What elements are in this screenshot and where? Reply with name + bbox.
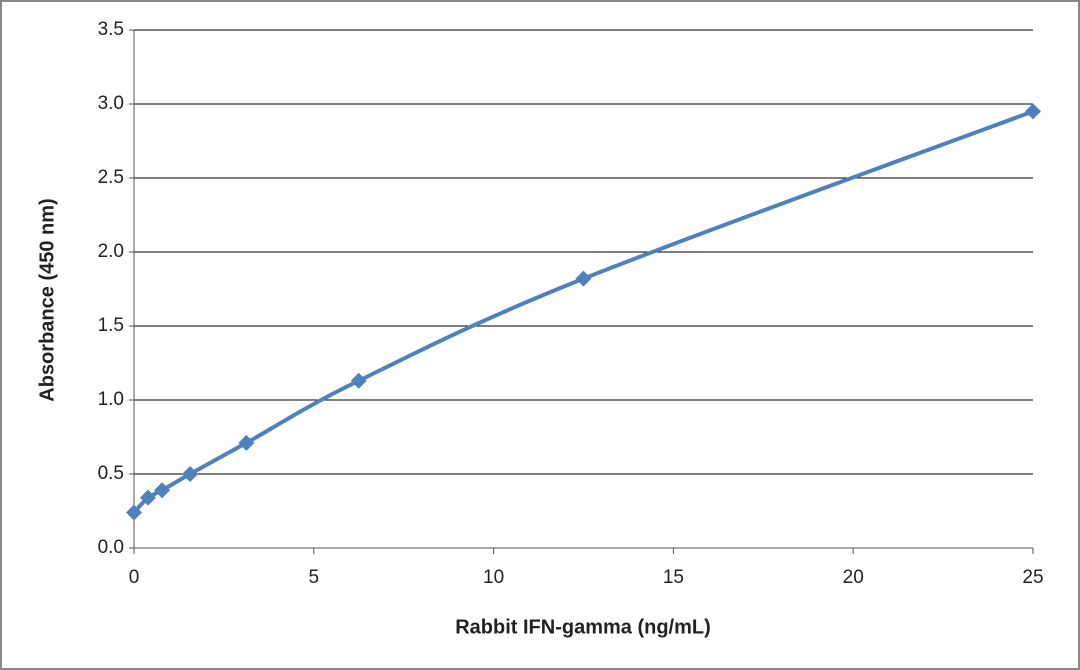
y-tick-label: 3.0 (98, 93, 124, 114)
y-tick-label: 2.0 (98, 241, 124, 262)
x-tick-label: 10 (483, 567, 504, 588)
marker (140, 489, 157, 506)
y-tick-label: 0.0 (98, 537, 124, 558)
x-axis-title: Rabbit IFN-gamma (ng/mL) (455, 616, 711, 638)
marker (350, 372, 367, 389)
x-tick-label: 15 (663, 567, 684, 588)
x-tick-label: 20 (843, 567, 864, 588)
marker (575, 270, 592, 287)
x-tick-label: 0 (129, 567, 140, 588)
x-tick-label: 25 (1022, 567, 1043, 588)
marker (154, 482, 171, 499)
y-tick-label: 1.0 (98, 389, 124, 410)
y-tick-label: 0.5 (98, 463, 124, 484)
marker (1025, 103, 1041, 120)
series-line (132, 109, 1034, 514)
y-tick-label: 2.5 (98, 167, 124, 188)
marker (126, 504, 142, 521)
x-tick-label: 5 (309, 567, 320, 588)
marker (238, 434, 255, 451)
y-tick-label: 3.5 (98, 19, 124, 40)
y-tick-label: 1.5 (98, 315, 124, 336)
y-axis-title: Absorbance (450 nm) (36, 198, 58, 401)
marker (182, 466, 199, 482)
